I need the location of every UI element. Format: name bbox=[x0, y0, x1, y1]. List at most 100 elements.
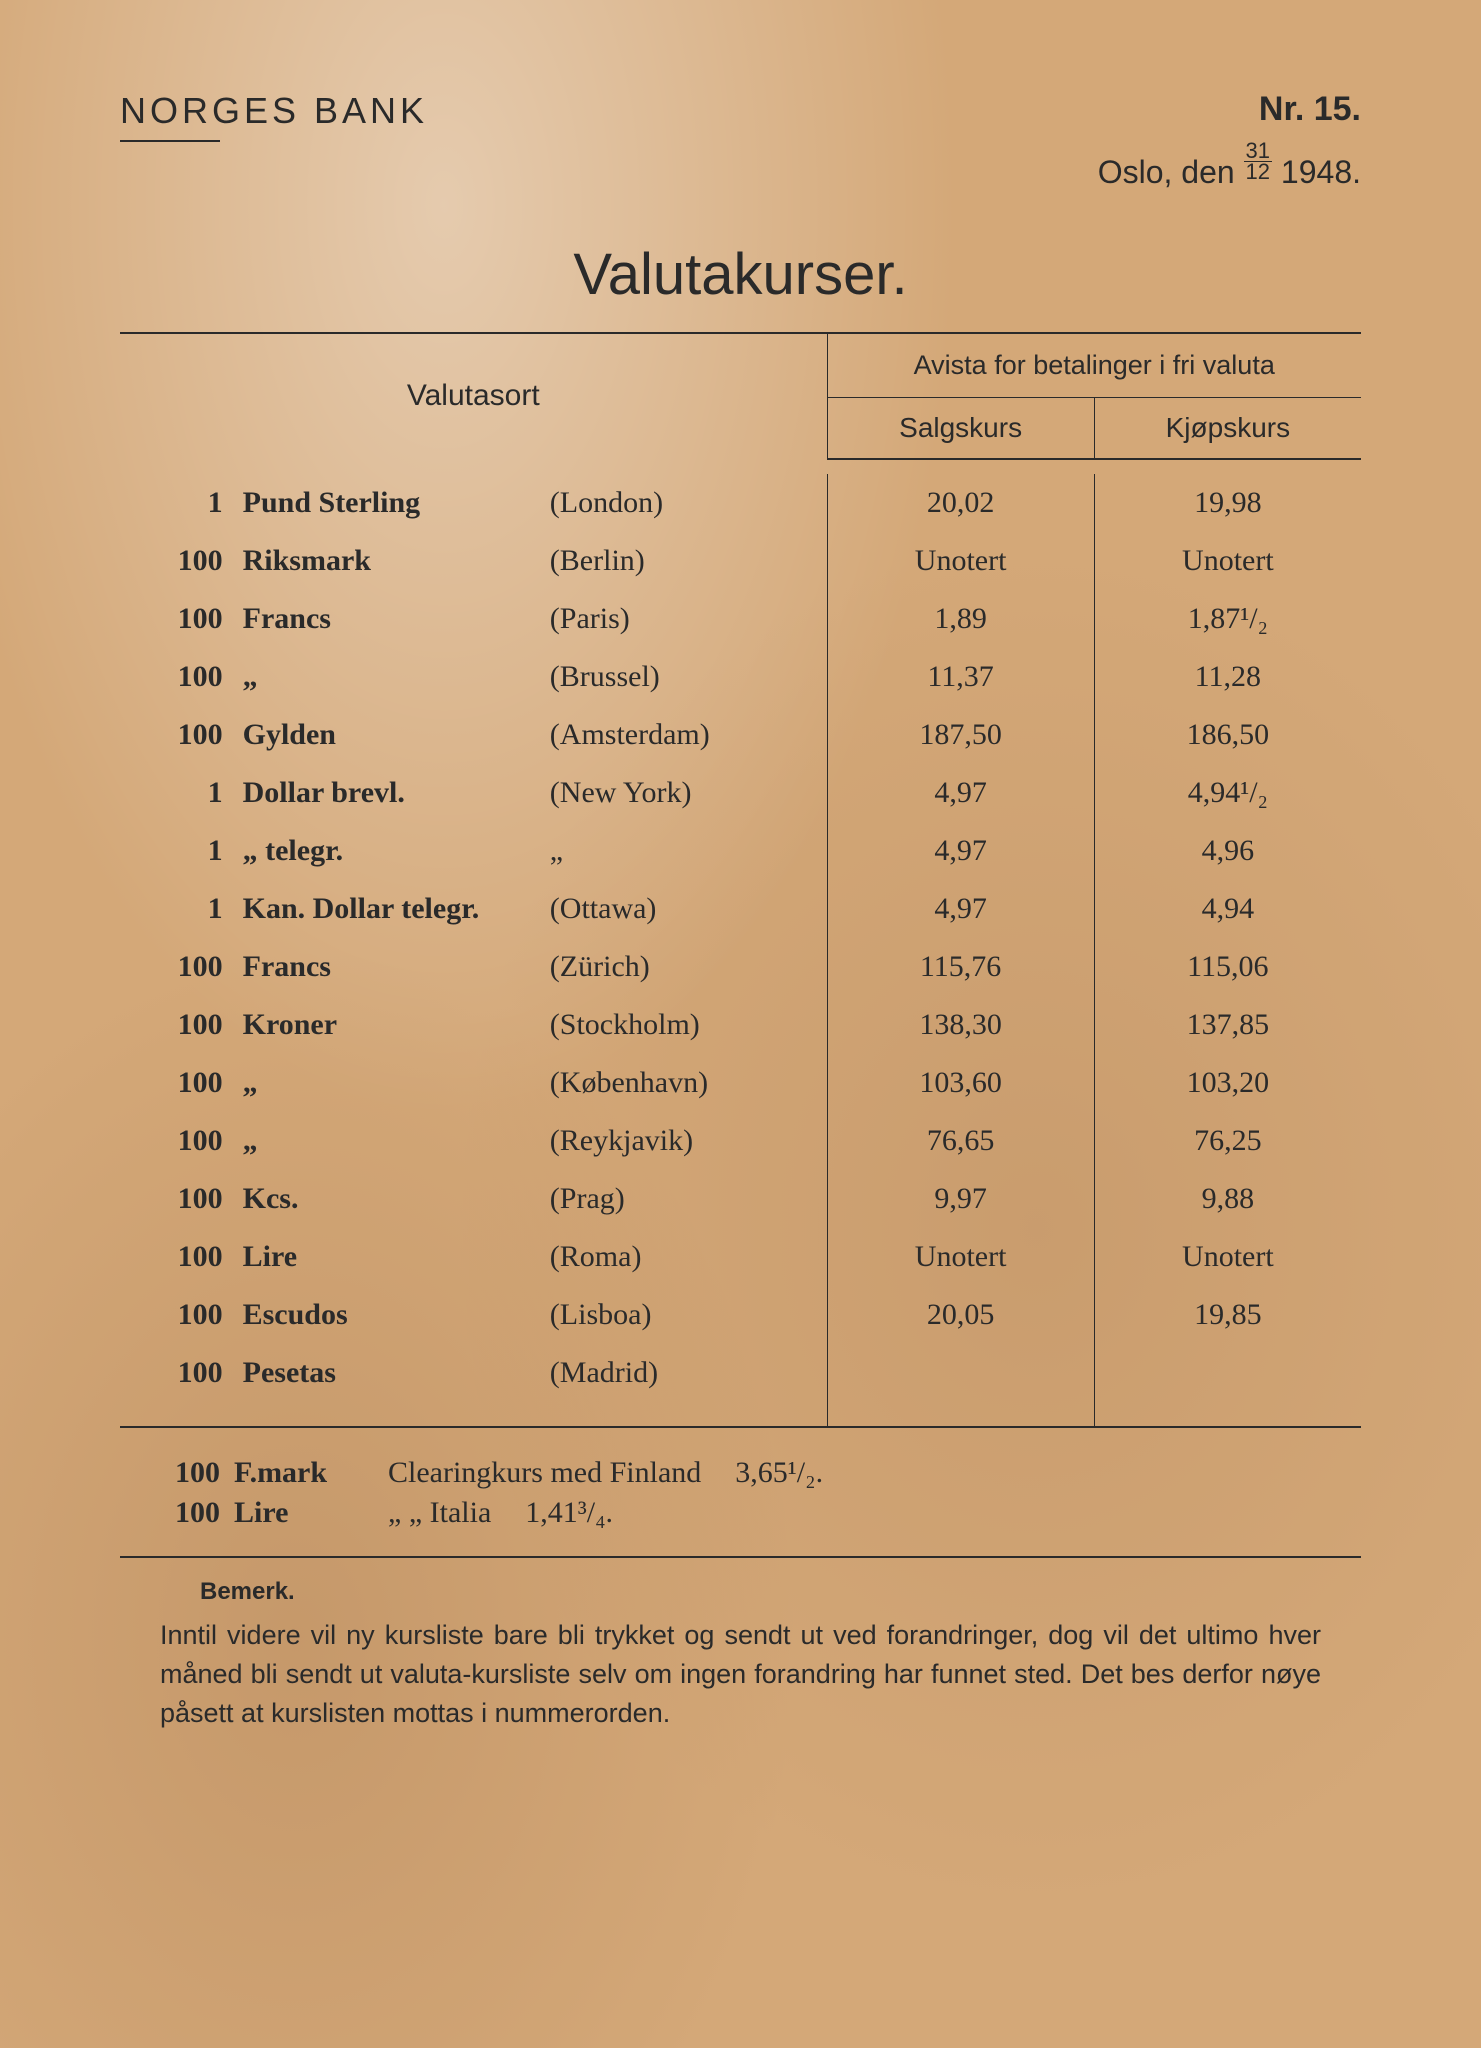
cell-qty: 100 bbox=[120, 532, 233, 590]
cell-buy: 186,50 bbox=[1094, 706, 1361, 764]
cell-qty: 100 bbox=[120, 648, 233, 706]
table-row: 1„ telegr.„4,974,96 bbox=[120, 822, 1361, 880]
date-fraction: 31 12 bbox=[1244, 141, 1272, 182]
note-label: Bemerk. bbox=[200, 1578, 1361, 1606]
cell-currency: „ telegr. bbox=[233, 822, 540, 880]
cell-city: (Amsterdam) bbox=[540, 706, 827, 764]
cell-currency: „ bbox=[233, 1112, 540, 1170]
note-body: Inntil videre vil ny kursliste bare bli … bbox=[160, 1616, 1321, 1733]
cell-qty: 100 bbox=[120, 1054, 233, 1112]
cell-sell: 20,05 bbox=[827, 1286, 1094, 1344]
cell-qty: 100 bbox=[120, 938, 233, 996]
cell-city: (New York) bbox=[540, 764, 827, 822]
cell-sell: 4,97 bbox=[827, 880, 1094, 938]
cell-city: (Lisboa) bbox=[540, 1286, 827, 1344]
cell-sell: 9,97 bbox=[827, 1170, 1094, 1228]
cell-qty: 100 bbox=[120, 996, 233, 1054]
cell-currency: Kroner bbox=[233, 996, 540, 1054]
cell-qty: 1 bbox=[120, 764, 233, 822]
bank-underline bbox=[120, 140, 220, 142]
page-title: Valutakurser. bbox=[120, 241, 1361, 308]
cell-qty: 1 bbox=[120, 880, 233, 938]
table-row: 100Escudos(Lisboa)20,0519,85 bbox=[120, 1286, 1361, 1344]
cell-sell: 4,97 bbox=[827, 822, 1094, 880]
clearing-currency: Lire bbox=[234, 1496, 374, 1530]
cell-city: (Ottawa) bbox=[540, 880, 827, 938]
cell-buy: 19,98 bbox=[1094, 474, 1361, 532]
cell-qty: 1 bbox=[120, 474, 233, 532]
cell-buy: 1,87¹/₂ bbox=[1094, 590, 1361, 648]
cell-currency: Kan. Dollar telegr. bbox=[233, 880, 540, 938]
col-kjop: Kjøpskurs bbox=[1094, 397, 1361, 459]
cell-buy: Unotert bbox=[1094, 532, 1361, 590]
clearing-row: 100F.markClearingkurs med Finland3,65¹/₂… bbox=[140, 1456, 1361, 1490]
cell-sell: 115,76 bbox=[827, 938, 1094, 996]
issue-value: 15. bbox=[1314, 90, 1361, 128]
cell-currency: Gylden bbox=[233, 706, 540, 764]
cell-currency: Pund Sterling bbox=[233, 474, 540, 532]
table-row: 100Pesetas(Madrid) bbox=[120, 1344, 1361, 1402]
clearing-row: 100Lire„ „ Italia1,41³/₄. bbox=[140, 1496, 1361, 1530]
cell-buy: 11,28 bbox=[1094, 648, 1361, 706]
date-den: den bbox=[1181, 154, 1234, 190]
cell-city: (Brussel) bbox=[540, 648, 827, 706]
cell-sell: 11,37 bbox=[827, 648, 1094, 706]
cell-currency: Pesetas bbox=[233, 1344, 540, 1402]
table-row: 100Francs(Zürich)115,76115,06 bbox=[120, 938, 1361, 996]
table-row: 100Kroner(Stockholm)138,30137,85 bbox=[120, 996, 1361, 1054]
table-row: 1Dollar brevl.(New York)4,974,94¹/₂ bbox=[120, 764, 1361, 822]
cell-currency: „ bbox=[233, 1054, 540, 1112]
clearing-currency: F.mark bbox=[234, 1456, 374, 1490]
table-row: 100Francs(Paris)1,891,87¹/₂ bbox=[120, 590, 1361, 648]
cell-sell: 20,02 bbox=[827, 474, 1094, 532]
table-body: 1Pund Sterling(London)20,0219,98100Riksm… bbox=[120, 459, 1361, 1426]
date-year: 1948. bbox=[1281, 154, 1361, 190]
header: NORGES BANK Nr. 15. Oslo, den 31 12 1948… bbox=[120, 90, 1361, 191]
table-row: 100Riksmark(Berlin)UnotertUnotert bbox=[120, 532, 1361, 590]
date-month: 12 bbox=[1244, 162, 1272, 182]
bank-block: NORGES BANK bbox=[120, 90, 428, 142]
cell-city: (Roma) bbox=[540, 1228, 827, 1286]
col-salg: Salgskurs bbox=[827, 397, 1094, 459]
date-city: Oslo, bbox=[1098, 154, 1173, 190]
cell-city: (London) bbox=[540, 474, 827, 532]
cell-qty: 100 bbox=[120, 1170, 233, 1228]
cell-city: (Reykjavik) bbox=[540, 1112, 827, 1170]
cell-sell: 4,97 bbox=[827, 764, 1094, 822]
cell-sell: 76,65 bbox=[827, 1112, 1094, 1170]
cell-buy bbox=[1094, 1344, 1361, 1402]
cell-sell: Unotert bbox=[827, 1228, 1094, 1286]
cell-city: (Prag) bbox=[540, 1170, 827, 1228]
cell-qty: 100 bbox=[120, 706, 233, 764]
cell-currency: Lire bbox=[233, 1228, 540, 1286]
cell-buy: 103,20 bbox=[1094, 1054, 1361, 1112]
cell-currency: Francs bbox=[233, 938, 540, 996]
cell-currency: Kcs. bbox=[233, 1170, 540, 1228]
cell-sell: 1,89 bbox=[827, 590, 1094, 648]
head-row-1: Valutasort Avista for betalinger i fri v… bbox=[120, 333, 1361, 398]
cell-buy: 4,94¹/₂ bbox=[1094, 764, 1361, 822]
cell-city: (Stockholm) bbox=[540, 996, 827, 1054]
cell-buy: 4,96 bbox=[1094, 822, 1361, 880]
table-row: 100Kcs.(Prag)9,979,88 bbox=[120, 1170, 1361, 1228]
document-page: NORGES BANK Nr. 15. Oslo, den 31 12 1948… bbox=[0, 0, 1481, 2048]
clearing-text: „ „ Italia bbox=[388, 1496, 491, 1530]
cell-buy: 137,85 bbox=[1094, 996, 1361, 1054]
cell-buy: 115,06 bbox=[1094, 938, 1361, 996]
clearing-qty: 100 bbox=[140, 1456, 220, 1490]
cell-qty: 100 bbox=[120, 1228, 233, 1286]
cell-city: „ bbox=[540, 822, 827, 880]
cell-buy: Unotert bbox=[1094, 1228, 1361, 1286]
cell-qty: 100 bbox=[120, 1112, 233, 1170]
table-row: 1Kan. Dollar telegr.(Ottawa)4,974,94 bbox=[120, 880, 1361, 938]
table-row: 100„(Brussel)11,3711,28 bbox=[120, 648, 1361, 706]
rates-table: Valutasort Avista for betalinger i fri v… bbox=[120, 332, 1361, 1426]
cell-buy: 9,88 bbox=[1094, 1170, 1361, 1228]
table-row: 100„(København)103,60103,20 bbox=[120, 1054, 1361, 1112]
cell-currency: Dollar brevl. bbox=[233, 764, 540, 822]
cell-qty: 1 bbox=[120, 822, 233, 880]
cell-qty: 100 bbox=[120, 1286, 233, 1344]
cell-buy: 76,25 bbox=[1094, 1112, 1361, 1170]
col-valutasort: Valutasort bbox=[120, 333, 827, 459]
clearing-text: Clearingkurs med Finland bbox=[388, 1456, 701, 1490]
